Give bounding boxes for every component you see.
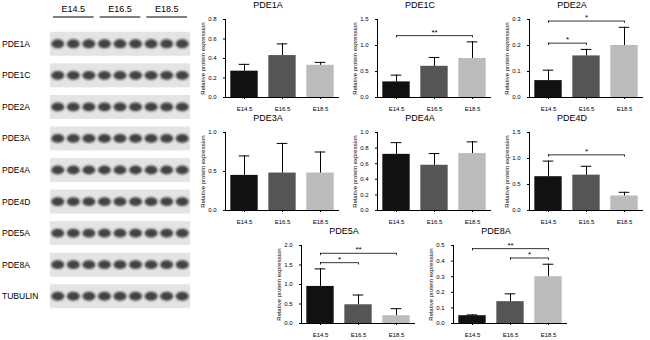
svg-text:E18.5: E18.5	[155, 4, 179, 14]
svg-text:Relative protein expression: Relative protein expression	[200, 135, 206, 207]
svg-text:0.3: 0.3	[436, 274, 445, 280]
svg-text:*: *	[585, 13, 588, 22]
svg-text:0.6: 0.6	[208, 36, 217, 42]
svg-text:0.5: 0.5	[436, 242, 445, 248]
svg-text:E18.5: E18.5	[465, 106, 481, 111]
svg-text:E18.5: E18.5	[617, 106, 633, 111]
svg-text:E16.5: E16.5	[427, 219, 443, 224]
svg-text:0.2: 0.2	[512, 42, 521, 48]
svg-text:0.4: 0.4	[208, 55, 217, 61]
svg-text:0.8: 0.8	[360, 145, 369, 151]
svg-text:PDE1C: PDE1C	[2, 70, 30, 80]
svg-text:0.0: 0.0	[512, 94, 521, 100]
svg-text:0.3: 0.3	[512, 16, 521, 22]
svg-text:E14.5: E14.5	[62, 4, 86, 14]
svg-text:0.5: 0.5	[360, 68, 369, 74]
svg-text:PDE5A: PDE5A	[2, 228, 30, 238]
svg-text:E18.5: E18.5	[541, 332, 557, 337]
svg-text:PDE4D: PDE4D	[2, 197, 30, 207]
svg-text:E18.5: E18.5	[389, 332, 405, 337]
svg-text:1.5: 1.5	[512, 129, 521, 135]
svg-text:Relative protein expression: Relative protein expression	[352, 22, 358, 94]
svg-text:PDE2A: PDE2A	[2, 102, 30, 112]
svg-text:E16.5: E16.5	[503, 332, 519, 337]
svg-text:E18.5: E18.5	[313, 219, 329, 224]
html-text:PDE1A: PDE1A	[253, 0, 283, 10]
svg-text:PDE1A: PDE1A	[2, 39, 30, 49]
svg-text:TUBULIN: TUBULIN	[2, 291, 38, 301]
svg-text:1.0: 1.0	[512, 155, 521, 161]
svg-text:0.8: 0.8	[208, 16, 217, 22]
svg-text:Relative protein expression: Relative protein expression	[352, 135, 358, 207]
svg-text:0.6: 0.6	[360, 161, 369, 167]
svg-text:0.5: 0.5	[284, 301, 293, 307]
svg-text:0.4: 0.4	[360, 176, 369, 182]
svg-text:0.1: 0.1	[512, 68, 521, 74]
svg-text:0.5: 0.5	[208, 168, 217, 174]
svg-text:E14.5: E14.5	[465, 332, 481, 337]
svg-text:0.2: 0.2	[360, 192, 369, 198]
svg-text:E16.5: E16.5	[579, 219, 595, 224]
svg-text:PDE8A: PDE8A	[2, 260, 30, 270]
svg-text:0.0: 0.0	[436, 320, 445, 326]
svg-text:0.0: 0.0	[284, 320, 293, 326]
svg-text:*: *	[338, 255, 341, 264]
svg-text:1.0: 1.0	[208, 129, 217, 135]
svg-text:0.0: 0.0	[208, 207, 217, 213]
svg-text:E18.5: E18.5	[617, 219, 633, 224]
svg-text:E16.5: E16.5	[579, 106, 595, 111]
svg-text:PDE3A: PDE3A	[2, 133, 30, 143]
html-text:PDE4A: PDE4A	[405, 113, 435, 123]
svg-text:**: **	[355, 245, 361, 254]
svg-text:E14.5: E14.5	[237, 219, 253, 224]
svg-text:*: *	[528, 250, 531, 259]
svg-text:E14.5: E14.5	[389, 219, 405, 224]
svg-text:**: **	[431, 28, 437, 37]
svg-text:E16.5: E16.5	[427, 106, 443, 111]
svg-text:1.0: 1.0	[360, 42, 369, 48]
html-text:PDE3A: PDE3A	[253, 113, 283, 123]
svg-text:0.0: 0.0	[360, 94, 369, 100]
svg-text:0.0: 0.0	[208, 94, 217, 100]
svg-text:2.0: 2.0	[284, 242, 293, 248]
svg-text:E18.5: E18.5	[465, 219, 481, 224]
svg-text:0.0: 0.0	[360, 207, 369, 213]
svg-text:1.0: 1.0	[284, 281, 293, 287]
svg-text:Relative protein expression: Relative protein expression	[504, 22, 510, 94]
svg-text:0.0: 0.0	[512, 207, 521, 213]
svg-text:*: *	[566, 35, 569, 44]
svg-text:1.5: 1.5	[360, 16, 369, 22]
svg-text:E16.5: E16.5	[275, 219, 291, 224]
svg-text:Relative protein expression: Relative protein expression	[504, 135, 510, 207]
svg-text:0.2: 0.2	[208, 75, 217, 81]
svg-text:1.0: 1.0	[360, 129, 369, 135]
svg-text:0.5: 0.5	[512, 181, 521, 187]
svg-text:E16.5: E16.5	[275, 106, 291, 111]
svg-text:Relative protein expression: Relative protein expression	[276, 248, 282, 320]
svg-text:Relative protein expression: Relative protein expression	[428, 248, 434, 320]
svg-text:E16.5: E16.5	[351, 332, 367, 337]
svg-text:E18.5: E18.5	[313, 106, 329, 111]
svg-text:0.1: 0.1	[436, 305, 445, 311]
svg-text:PDE4A: PDE4A	[2, 165, 30, 175]
html-text:PDE8A: PDE8A	[481, 226, 511, 236]
svg-text:1.5: 1.5	[284, 262, 293, 268]
html-text:PDE1C: PDE1C	[405, 0, 435, 10]
svg-text:E14.5: E14.5	[541, 219, 557, 224]
html-text:PDE4D: PDE4D	[557, 113, 587, 123]
svg-text:*: *	[585, 147, 588, 156]
svg-text:Relative protein expression: Relative protein expression	[200, 22, 206, 94]
svg-text:0.4: 0.4	[436, 258, 445, 264]
svg-text:**: **	[507, 241, 513, 250]
svg-text:E16.5: E16.5	[108, 4, 132, 14]
svg-text:E14.5: E14.5	[313, 332, 329, 337]
svg-text:0.2: 0.2	[436, 289, 445, 295]
svg-text:E14.5: E14.5	[389, 106, 405, 111]
svg-text:E14.5: E14.5	[237, 106, 253, 111]
html-text:PDE5A: PDE5A	[329, 226, 359, 236]
svg-text:E14.5: E14.5	[541, 106, 557, 111]
html-text:PDE2A: PDE2A	[557, 0, 587, 10]
